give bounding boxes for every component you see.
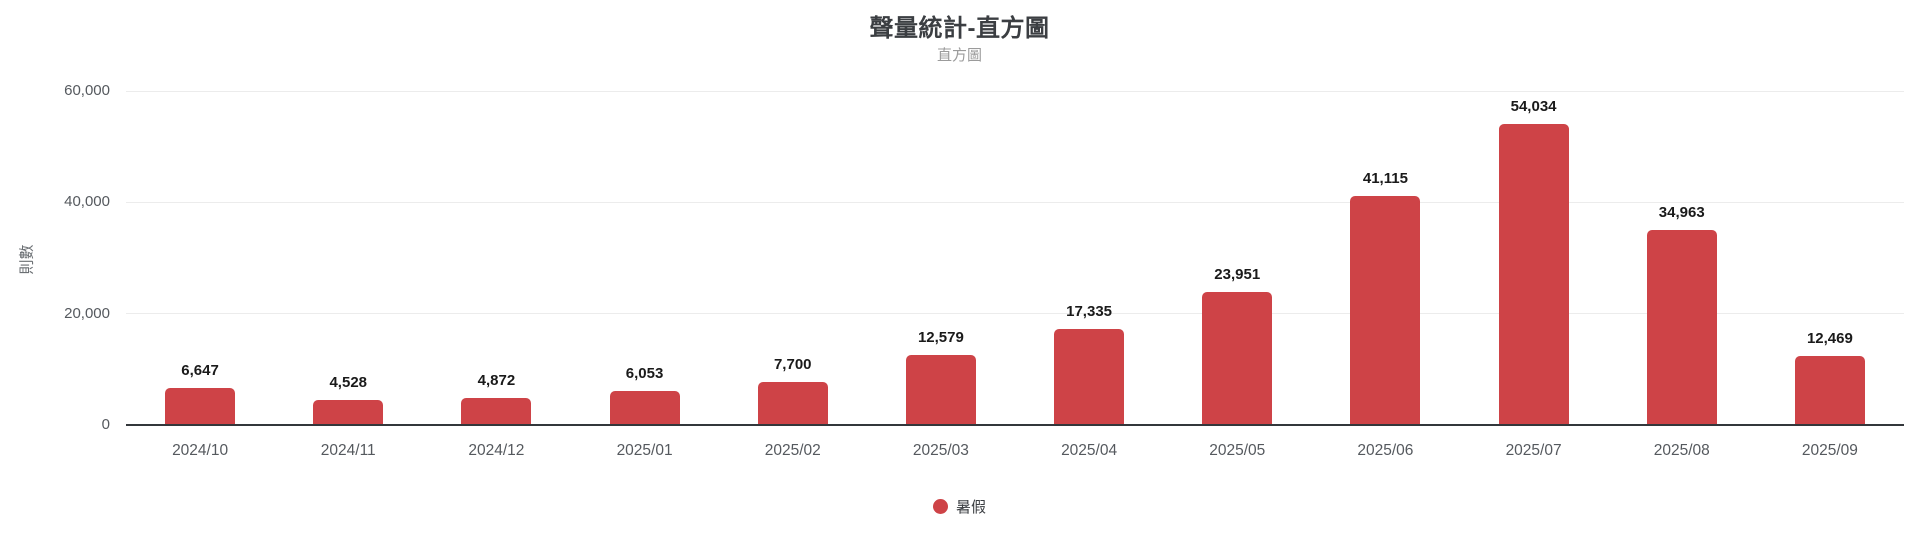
y-axis-tick-label: 20,000 [64, 304, 110, 322]
bar-value-label: 41,115 [1362, 170, 1408, 188]
bar-2025/03[interactable] [905, 354, 976, 424]
bar-value-label: 6,053 [625, 365, 664, 383]
bar-2024/11[interactable] [313, 399, 384, 424]
x-axis-label: 2025/01 [616, 442, 673, 459]
bar-2024/12[interactable] [461, 397, 532, 424]
y-axis-tick-label: 0 [101, 416, 110, 433]
legend-item-暑假[interactable]: 暑假 [932, 496, 986, 517]
x-axis-label: 2025/08 [1653, 442, 1710, 459]
bar-2025/07[interactable] [1498, 124, 1569, 424]
gridline-20,000 [126, 313, 1904, 315]
bar-value-label: 4,872 [477, 371, 516, 389]
bar-value-label: 34,963 [1658, 204, 1705, 222]
x-axis-label: 2024/11 [320, 442, 376, 459]
x-axis-label: 2025/04 [1061, 442, 1118, 459]
x-axis-label: 2024/10 [172, 442, 229, 459]
bar-2025/02[interactable] [757, 382, 828, 424]
x-axis-label: 2025/07 [1505, 442, 1562, 459]
x-axis-label: 2025/05 [1209, 442, 1266, 459]
bar-value-label: 12,579 [917, 328, 964, 346]
bar-2025/04[interactable] [1054, 328, 1125, 424]
x-axis-label: 2025/03 [912, 442, 969, 459]
x-axis-label: 2025/02 [764, 442, 821, 459]
bar-2024/10[interactable] [165, 387, 236, 424]
bar-value-label: 6,647 [181, 361, 219, 379]
bar-value-label: 54,034 [1510, 98, 1557, 116]
y-axis-tick-label: 60,000 [64, 82, 110, 99]
x-axis-label: 2025/09 [1801, 442, 1858, 459]
bar-2025/06[interactable] [1350, 196, 1421, 424]
y-axis-tick-label: 40,000 [64, 193, 110, 211]
bar-2025/05[interactable] [1202, 291, 1273, 424]
x-axis-label: 2025/06 [1357, 442, 1414, 459]
bar-value-label: 7,700 [773, 356, 812, 374]
gridline-40,000 [126, 201, 1904, 203]
legend-dot-icon [932, 499, 948, 514]
bar-2025/09[interactable] [1794, 355, 1865, 424]
legend: 暑假 [0, 496, 1919, 517]
x-axis-line [126, 424, 1904, 426]
bar-value-label: 17,335 [1066, 302, 1113, 320]
gridline-60,000 [126, 90, 1904, 92]
bar-value-label: 4,528 [329, 373, 368, 391]
x-axis-label: 2024/12 [468, 442, 525, 459]
legend-label: 暑假 [955, 499, 986, 516]
bar-value-label: 23,951 [1214, 265, 1261, 283]
bar-2025/01[interactable] [609, 391, 680, 424]
chart-title: 聲量統計-直方圖 [869, 15, 1050, 42]
y-axis-title: 則數 [18, 244, 36, 275]
bar-2025/08[interactable] [1646, 230, 1717, 424]
chart-subtitle: 直方圖 [936, 47, 982, 64]
bar-value-label: 12,469 [1806, 329, 1853, 347]
